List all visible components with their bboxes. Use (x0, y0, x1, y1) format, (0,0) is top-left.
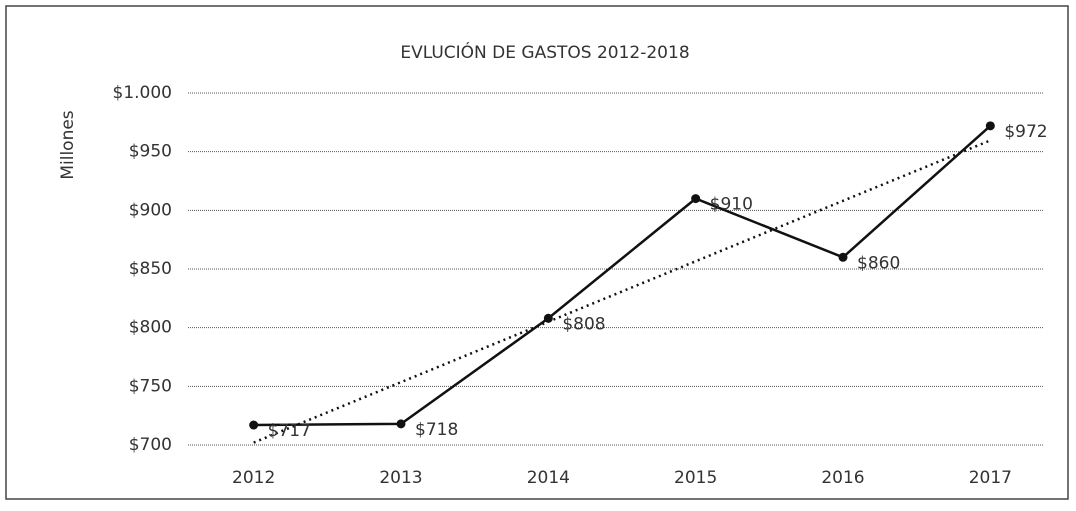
data-point (691, 194, 701, 204)
data-point (838, 252, 848, 262)
data-line (253, 124, 992, 427)
data-label: $718 (415, 420, 458, 440)
data-label: $717 (268, 421, 311, 441)
y-tick-label: $700 (129, 435, 172, 455)
y-tick-label: $1.000 (113, 83, 172, 103)
x-tick-label: 2016 (821, 468, 864, 488)
chart-title: EVLUCIÓN DE GASTOS 2012-2018 (400, 41, 689, 63)
data-point (396, 419, 406, 429)
x-tick-label: 2013 (379, 468, 422, 488)
data-label: $860 (857, 253, 900, 273)
y-axis-label: Millones (58, 110, 78, 179)
x-tick-label: 2017 (969, 468, 1012, 488)
data-point (543, 313, 553, 323)
x-tick-label: 2012 (232, 468, 275, 488)
data-point (985, 121, 995, 131)
chart-border (5, 5, 1069, 500)
y-tick-label: $950 (129, 142, 172, 162)
data-label: $910 (710, 195, 753, 215)
data-point (249, 420, 259, 430)
y-tick-label: $750 (129, 376, 172, 396)
x-tick-label: 2014 (527, 468, 570, 488)
y-tick-label: $850 (129, 259, 172, 279)
data-label: $808 (562, 314, 605, 334)
trendline (253, 139, 991, 444)
data-label: $972 (1004, 122, 1047, 142)
y-tick-label: $800 (129, 318, 172, 338)
y-tick-label: $900 (129, 200, 172, 220)
x-tick-label: 2015 (674, 468, 717, 488)
